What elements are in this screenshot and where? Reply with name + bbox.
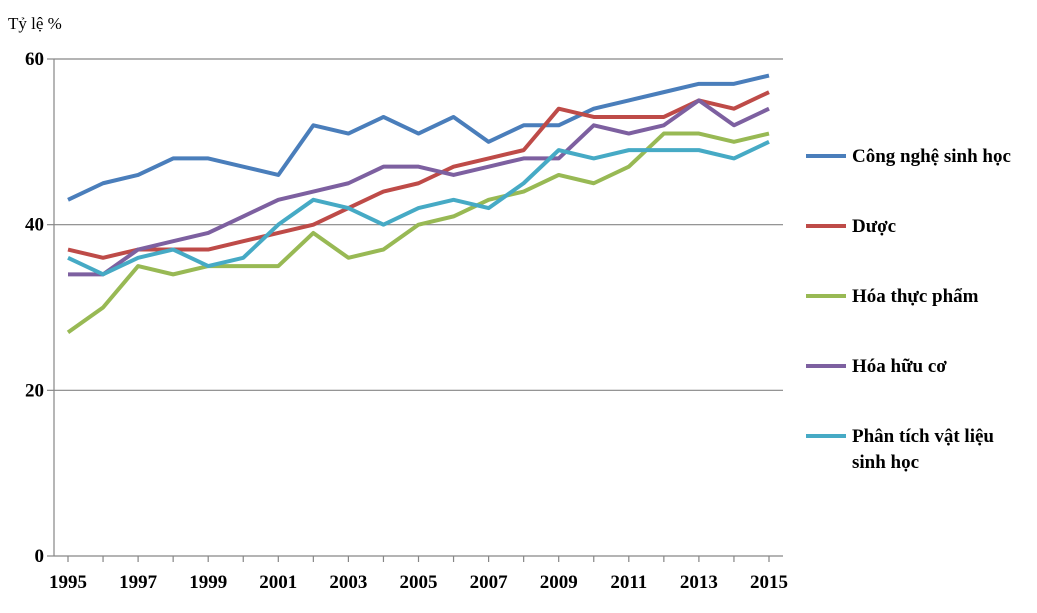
x-tick-label: 2005 <box>400 572 438 593</box>
x-tick-label: 2003 <box>329 572 367 593</box>
x-tick-label: 2011 <box>610 572 647 593</box>
series-lines <box>66 73 770 334</box>
legend-item: Hóa thực phẩm <box>806 284 1032 310</box>
y-tick-label: 40 <box>25 215 44 236</box>
legend-label: Dược <box>852 216 897 237</box>
axes <box>47 58 783 562</box>
legend-swatch <box>806 434 846 438</box>
series-line-2 <box>66 131 770 334</box>
legend-item: Công nghệ sinh học <box>806 144 1032 170</box>
legend-swatch <box>806 154 846 158</box>
y-tick-labels: 0 20 40 60 <box>25 49 44 567</box>
legend-swatch <box>806 294 846 298</box>
x-tick-label: 2007 <box>470 572 509 593</box>
series-line-0 <box>67 73 770 202</box>
legend-item: Phân tích vật liệu sinh học <box>806 424 1032 476</box>
x-tick-label: 1995 <box>49 572 87 593</box>
y-tick-label: 20 <box>25 380 44 401</box>
series-line-3 <box>68 98 770 277</box>
legend-label: Công nghệ sinh học <box>852 146 1011 167</box>
series-line-4 <box>67 140 770 277</box>
legend-swatch <box>806 224 846 228</box>
x-tick-label: 2013 <box>680 572 718 593</box>
x-tick-label: 1999 <box>189 572 227 593</box>
legend-item: Dược <box>806 214 1032 240</box>
y-tick-label: 60 <box>25 49 44 70</box>
x-tick-label: 2015 <box>750 572 788 593</box>
legend-item: Hóa hữu cơ <box>806 354 1032 380</box>
legend-label: Hóa thực phẩm <box>852 286 979 307</box>
y-axis-title: Tỷ lệ % <box>8 14 62 33</box>
x-tick-label: 2009 <box>540 572 578 593</box>
legend-label: Phân tích vật liệu sinh học <box>852 426 994 473</box>
x-tick-labels: 1995 1997 1999 2001 2003 2005 2007 2009 2011 2013… <box>49 572 788 593</box>
legend-swatch <box>806 364 846 368</box>
series-line-1 <box>67 90 770 260</box>
x-tick-label: 1997 <box>119 572 158 593</box>
y-tick-label: 0 <box>35 546 45 567</box>
legend-label: Hóa hữu cơ <box>852 356 947 377</box>
x-tick-label: 2001 <box>259 572 297 593</box>
